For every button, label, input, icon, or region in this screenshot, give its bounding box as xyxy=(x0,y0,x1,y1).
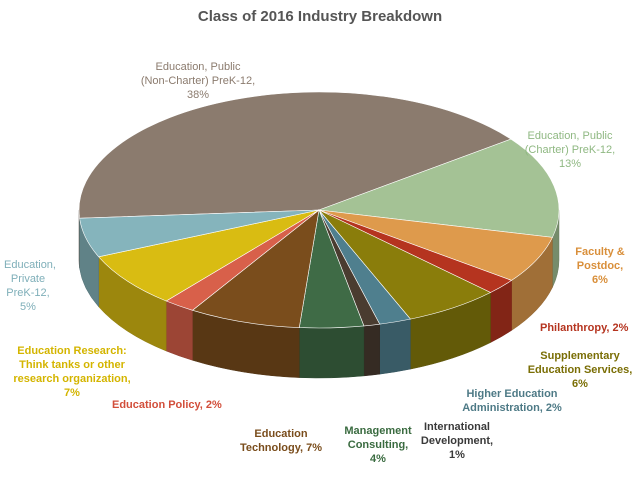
pie-side-education-policy xyxy=(165,300,193,361)
slice-label-line: Education Policy, 2% xyxy=(112,399,222,411)
slice-label-line: Supplementary xyxy=(540,350,620,362)
slice-label-higher-ed-admin: Higher Education Administration, 2% xyxy=(452,387,572,415)
slice-label-line: Think tanks or other xyxy=(19,359,125,371)
slice-label-line: Administration, 2% xyxy=(462,402,562,414)
slice-label-line: 6% xyxy=(592,274,608,286)
slice-label-line: 38% xyxy=(186,89,210,101)
slice-label-line: Faculty & xyxy=(575,246,625,258)
slice-label-supplementary-education: Supplementary Education Services, 6% xyxy=(524,349,636,391)
slice-label-line: Education Research: xyxy=(17,345,127,357)
slice-label-line: research organization, xyxy=(13,373,131,385)
slice-label-line: Postdoc, xyxy=(576,260,624,272)
slice-label-education-private: Education, Private PreK-12, 5% xyxy=(4,258,56,314)
slice-label-line: 7% xyxy=(64,387,80,399)
slice-label-line: Technology, 7% xyxy=(239,442,323,454)
slice-label-line: Education, Public xyxy=(155,61,241,73)
slice-label-international-dev: International Development, 1% xyxy=(412,420,502,462)
pie-slice-education-research xyxy=(98,209,320,302)
slice-label-line: Management xyxy=(344,425,412,437)
slice-label-management-consulting: Management Consulting, 4% xyxy=(336,424,420,466)
slice-label-line: (Charter) PreK-12, xyxy=(524,144,616,156)
chart-title: Class of 2016 Industry Breakdown xyxy=(197,8,443,25)
slice-label-line: Education xyxy=(254,428,308,440)
slice-label-line: 5% xyxy=(20,301,36,313)
pie-slice-public-non-charter xyxy=(78,91,512,219)
slice-label-line: Philanthropy, 2% xyxy=(540,322,629,334)
pie-top-faces xyxy=(78,91,560,329)
slice-label-line: Education, xyxy=(4,259,56,271)
slice-label-line: 1% xyxy=(449,449,465,461)
pie-slice-education-technology xyxy=(191,209,320,328)
pie-slice-education-private xyxy=(79,209,320,258)
slice-label-line: Higher Education xyxy=(466,388,558,400)
slice-label-line: Consulting, xyxy=(347,439,409,451)
pie-side-management-consulting xyxy=(299,325,365,379)
slice-label-philanthropy: Philanthropy, 2% xyxy=(540,321,628,335)
slice-label-education-technology: Education Technology, 7% xyxy=(226,427,336,455)
slice-label-line: 6% xyxy=(572,378,588,390)
slice-label-line: 13% xyxy=(558,158,582,170)
slice-label-line: 4% xyxy=(370,453,386,465)
slice-label-line: Education, Public xyxy=(527,130,613,142)
slice-label-public-charter: Education, Public (Charter) PreK-12, 13% xyxy=(505,129,635,171)
slice-label-faculty-postdoc: Faculty & Postdoc, 6% xyxy=(572,245,628,287)
slice-label-line: International xyxy=(423,421,490,433)
slice-label-education-research: Education Research: Think tanks or other r… xyxy=(8,344,136,400)
slice-label-line: Private xyxy=(10,273,46,285)
pie-side-walls xyxy=(78,209,560,379)
slice-label-line: Development, xyxy=(420,435,494,447)
slice-label-public-non-charter: Education, Public (Non-Charter) PreK-12, 3… xyxy=(128,60,268,102)
slice-label-education-policy: Education Policy, 2% xyxy=(112,398,222,412)
slice-label-line: (Non-Charter) PreK-12, xyxy=(140,75,256,87)
pie-side-higher-ed-admin xyxy=(379,318,411,375)
slice-label-line: PreK-12, xyxy=(6,287,50,299)
pie-slice-public-charter xyxy=(318,138,560,238)
slice-label-line: Education Services, xyxy=(527,364,633,376)
pie-side-international-dev xyxy=(363,323,380,377)
